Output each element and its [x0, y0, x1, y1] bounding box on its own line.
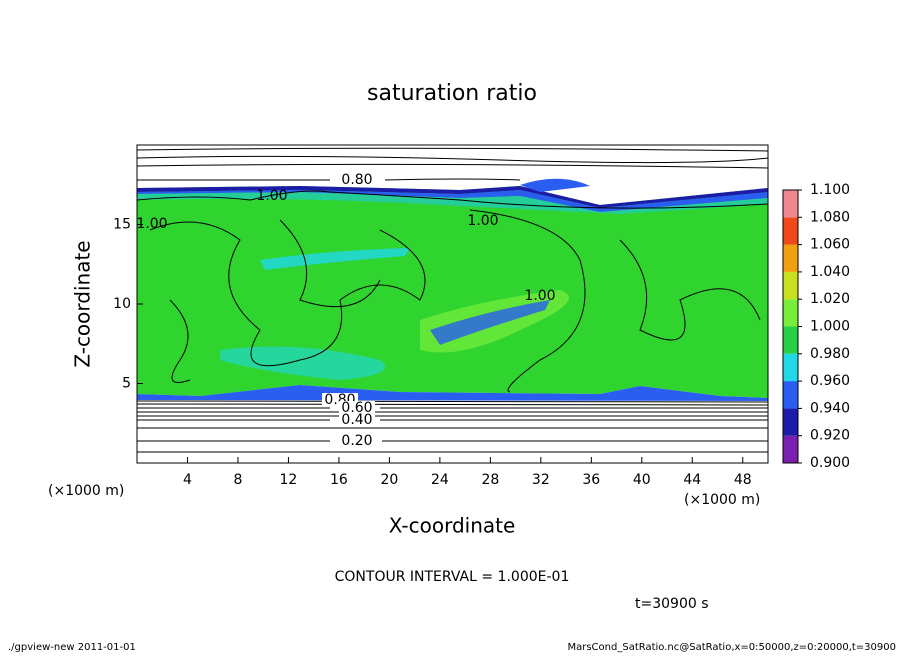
field-blob	[220, 346, 385, 380]
x-tick-label: 28	[481, 472, 499, 488]
field-blob	[260, 248, 410, 270]
x-axis-title: X-coordinate	[389, 514, 516, 538]
contour-lines	[136, 147, 769, 453]
field-blob	[430, 300, 550, 345]
chart-title: saturation ratio	[367, 81, 537, 106]
colorbar-band	[783, 217, 798, 245]
contour-label: 0.80	[341, 172, 372, 188]
field-green	[137, 186, 768, 398]
contour-label: 0.20	[341, 433, 372, 449]
time-label: t=30900 s	[635, 596, 709, 612]
contour-label-bg	[339, 401, 375, 415]
colorbar-tick-label: 0.960	[810, 373, 850, 389]
contour-label: 1.00	[136, 216, 167, 232]
field-bottom-strip	[137, 385, 768, 401]
colorbar-band	[783, 353, 798, 382]
colorbar-tick-label: 0.920	[810, 428, 850, 444]
x-tick-label: 20	[380, 472, 398, 488]
field-top-strip	[137, 186, 768, 208]
colorbar-band	[783, 408, 798, 436]
contour-label-bg	[339, 413, 375, 427]
y-unit: (×1000 m)	[48, 483, 124, 499]
colorbar-tick-label: 1.060	[810, 237, 850, 253]
x-tick-label: 36	[582, 472, 600, 488]
x-tick-label: 48	[734, 472, 752, 488]
x-tick-label: 40	[633, 472, 651, 488]
field-top-strip	[137, 190, 768, 212]
y-tick-label: 5	[122, 376, 131, 392]
colorbar-band	[783, 244, 798, 272]
x-tick-label: 44	[683, 472, 701, 488]
x-tick-label: 24	[431, 472, 449, 488]
y-tick-label: 10	[113, 296, 131, 312]
x-tick-label: 32	[532, 472, 550, 488]
colorbar-tick-label: 1.040	[810, 264, 850, 280]
y-axis-title: Z-coordinate	[71, 240, 95, 367]
x-tick-label: 8	[233, 472, 242, 488]
colorbar-tick-label: 0.900	[810, 455, 850, 471]
footer-left: ./gpview-new 2011-01-01	[8, 642, 136, 653]
contour-label: 1.00	[524, 288, 555, 304]
colorbar-band	[783, 299, 798, 327]
colorbar-band	[783, 190, 798, 218]
x-unit: (×1000 m)	[684, 492, 760, 508]
contour-interval: CONTOUR INTERVAL = 1.000E-01	[335, 569, 570, 585]
x-tick-label: 16	[330, 472, 348, 488]
colorbar-tick-label: 1.080	[810, 209, 850, 225]
colorbar-tick-label: 0.980	[810, 346, 850, 362]
field-blob	[520, 178, 590, 192]
contour-label: 1.00	[467, 213, 498, 229]
x-tick-label: 4	[183, 472, 192, 488]
colorbar-tick-label: 1.000	[810, 319, 850, 335]
field	[136, 145, 769, 463]
colorbar-band	[783, 435, 798, 463]
contour-label: 0.60	[341, 400, 372, 416]
colorbar-band	[783, 381, 798, 409]
x-tick-label: 12	[280, 472, 298, 488]
colorbar-band	[783, 271, 798, 300]
contour-label-bg	[339, 173, 375, 187]
y-tick-label: 15	[113, 217, 131, 233]
field-top-strip	[137, 192, 768, 214]
colorbar-tick-label: 0.940	[810, 400, 850, 416]
contour-label: 0.40	[341, 412, 372, 428]
colorbar-tick-label: 1.020	[810, 291, 850, 307]
contour-label: 1.00	[256, 188, 287, 204]
contour-label-bg	[339, 434, 375, 448]
colorbar-tick-label: 1.100	[810, 182, 850, 198]
footer-right: MarsCond_SatRatio.nc@SatRatio,x=0:50000,…	[567, 642, 896, 653]
colorbar-band	[783, 326, 798, 354]
